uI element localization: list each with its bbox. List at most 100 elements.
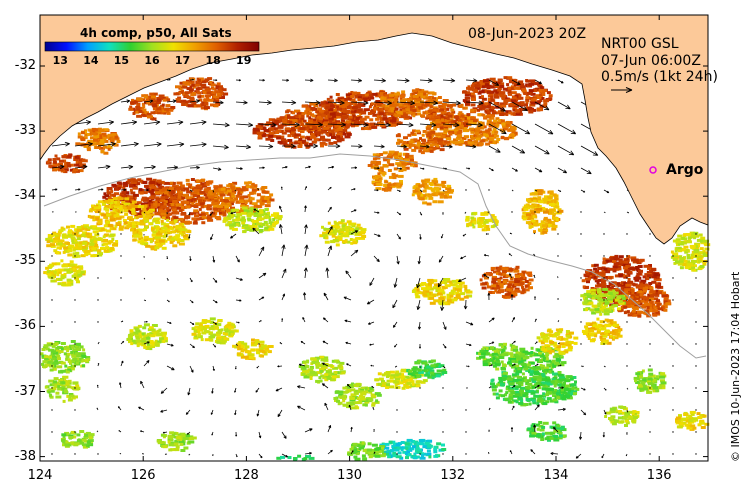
sst-pixel	[489, 116, 495, 120]
sst-pixel	[508, 280, 512, 284]
sst-pixel	[47, 236, 53, 240]
sst-pixel	[485, 129, 491, 133]
sst-pixel	[291, 128, 295, 132]
sst-pixel	[152, 92, 158, 96]
sst-pixel	[103, 207, 108, 211]
sst-pixel	[157, 183, 161, 187]
sst-pixel	[466, 114, 470, 118]
sst-pixel	[256, 222, 263, 226]
sst-pixel	[387, 169, 392, 172]
sst-pixel	[343, 228, 348, 232]
sst-pixel	[539, 104, 544, 108]
sst-pixel	[428, 108, 432, 112]
sst-pixel	[376, 107, 382, 111]
sst-pixel	[473, 133, 479, 137]
sst-pixel	[53, 239, 60, 243]
sst-pixel	[428, 109, 433, 113]
sst-pixel	[114, 192, 119, 196]
sst-pixel	[328, 141, 334, 145]
sst-pixel	[543, 102, 548, 106]
sst-pixel	[45, 266, 50, 270]
sst-pixel	[293, 124, 297, 128]
sst-pixel	[439, 148, 445, 152]
sst-pixel	[420, 291, 426, 295]
sst-pixel	[260, 124, 264, 128]
sst-pixel	[500, 280, 505, 284]
sst-pixel	[225, 223, 230, 227]
sst-pixel	[339, 228, 345, 232]
sst-pixel	[328, 117, 334, 121]
sst-pixel	[82, 241, 88, 245]
sst-pixel	[150, 227, 155, 231]
sst-pixel	[263, 129, 270, 132]
sst-pixel	[493, 119, 498, 123]
sst-pixel	[393, 167, 398, 171]
sst-pixel	[56, 273, 60, 277]
sst-pixel	[453, 131, 459, 135]
sst-pixel	[599, 312, 603, 316]
sst-pixel	[498, 279, 501, 283]
sst-pixel	[143, 191, 148, 195]
sst-pixel	[505, 123, 510, 127]
sst-pixel	[511, 81, 518, 85]
sst-pixel	[517, 277, 524, 281]
sst-pixel	[493, 101, 497, 105]
sst-pixel	[149, 196, 155, 200]
sst-pixel	[626, 310, 630, 314]
sst-pixel	[180, 203, 185, 207]
sst-pixel	[156, 107, 162, 111]
sst-pixel	[248, 208, 253, 212]
sst-pixel	[426, 127, 431, 131]
sst-pixel	[552, 212, 556, 216]
sst-pixel	[491, 124, 497, 128]
sst-pixel	[613, 267, 620, 271]
sst-pixel	[252, 222, 258, 226]
sst-pixel	[623, 275, 628, 279]
sst-pixel	[160, 222, 166, 226]
sst-pixel	[335, 229, 341, 233]
sst-pixel	[163, 181, 170, 185]
sst-pixel	[332, 134, 336, 138]
sst-pixel	[51, 270, 57, 274]
sst-pixel	[521, 288, 526, 292]
sst-pixel	[154, 236, 161, 240]
sst-pixel	[555, 218, 559, 222]
sst-pixel	[276, 117, 281, 121]
sst-pixel	[442, 103, 447, 107]
sst-pixel	[93, 254, 99, 257]
sst-pixel	[597, 308, 604, 312]
sst-pixel	[586, 269, 591, 273]
sst-pixel	[359, 120, 365, 124]
sst-pixel	[609, 276, 613, 280]
sst-pixel	[661, 291, 666, 295]
sst-pixel	[614, 274, 619, 278]
sst-pixel	[239, 195, 245, 199]
sst-pixel	[321, 104, 326, 108]
sst-pixel	[110, 215, 114, 219]
sst-pixel	[398, 115, 405, 119]
sst-pixel	[322, 126, 328, 130]
sst-pixel	[445, 114, 450, 118]
sst-pixel	[70, 236, 76, 240]
sst-pixel	[215, 100, 220, 104]
sst-pixel	[261, 190, 268, 194]
sst-pixel	[79, 272, 86, 276]
sst-pixel	[179, 231, 182, 235]
sst-pixel	[503, 99, 509, 103]
sst-pixel	[341, 132, 347, 136]
sst-pixel	[198, 199, 203, 203]
sst-pixel	[241, 221, 246, 225]
sst-pixel	[237, 189, 241, 193]
sst-pixel	[178, 242, 185, 246]
sst-pixel	[533, 219, 539, 223]
sst-pixel	[522, 217, 527, 221]
sst-pixel	[601, 269, 606, 273]
sst-pixel	[155, 238, 162, 242]
sst-pixel	[403, 136, 408, 140]
sst-pixel	[115, 216, 122, 220]
sst-pixel	[416, 98, 421, 102]
sst-pixel	[335, 243, 340, 247]
sst-pixel	[437, 292, 443, 296]
sst-pixel	[244, 201, 248, 205]
sst-pixel	[56, 270, 62, 274]
